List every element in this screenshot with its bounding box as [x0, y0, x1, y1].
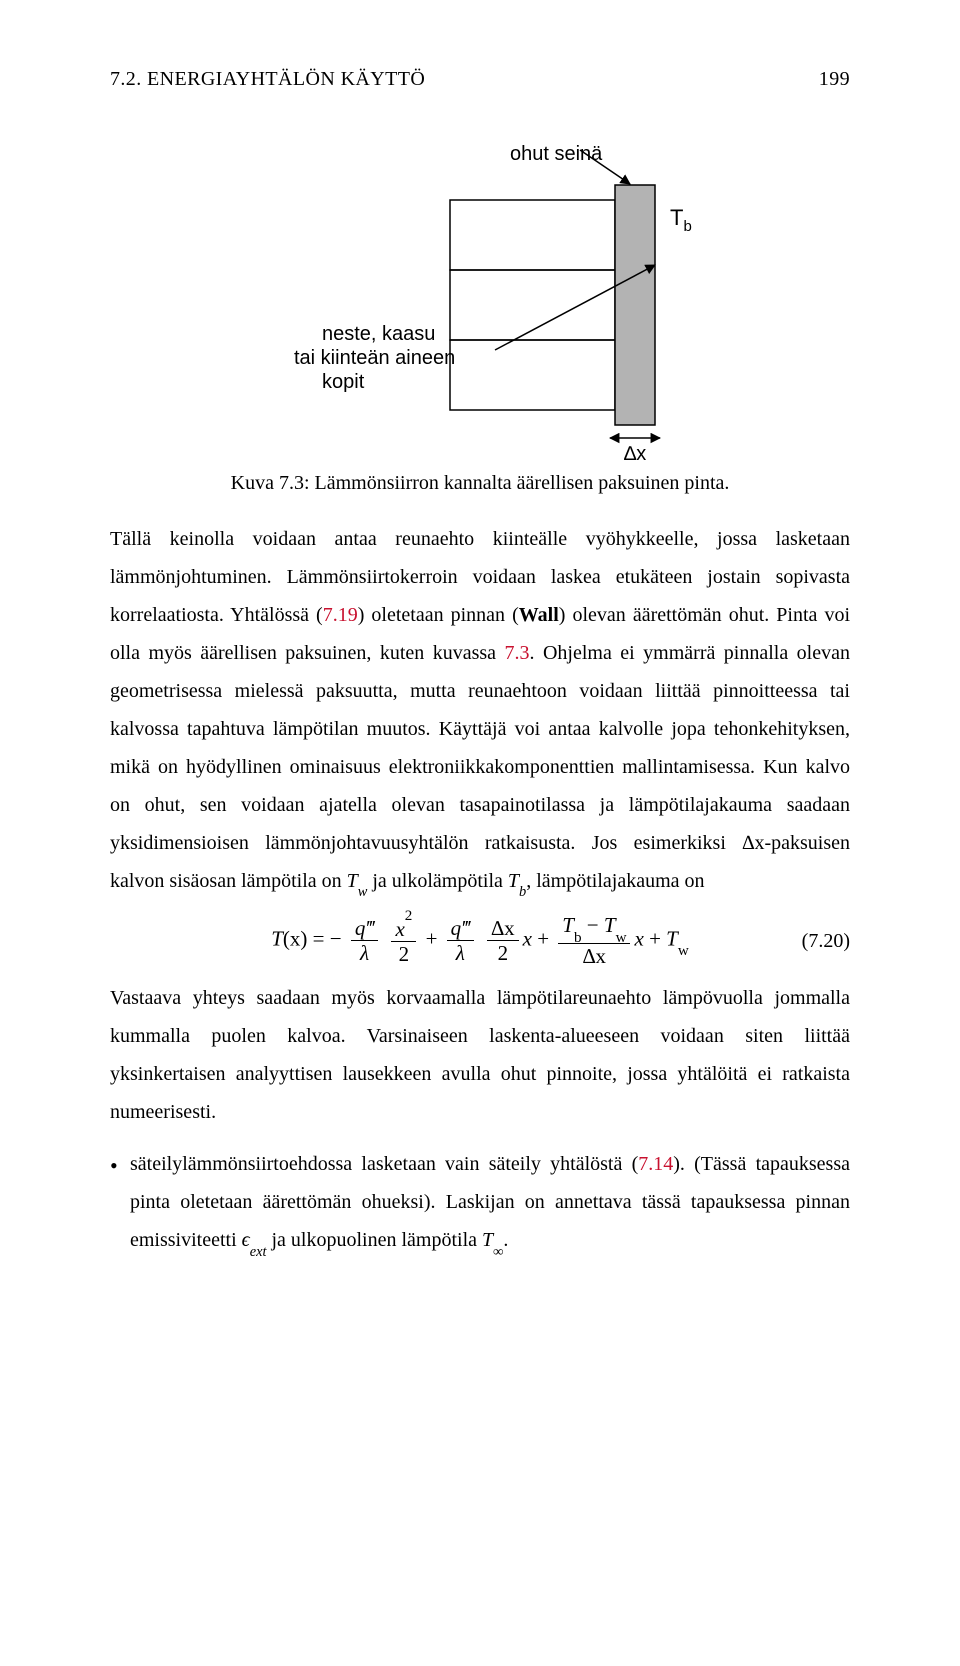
equation-body: T(x) = − q‴ λ x2 2 + q‴ λ ∆x 2 x + — [271, 914, 689, 967]
bullet-d: . — [503, 1229, 508, 1251]
fig-arrow-top — [580, 150, 630, 184]
equation-7-20: T(x) = − q‴ λ x2 2 + q‴ λ ∆x 2 x + — [110, 914, 850, 967]
ref-fig-7-3: 7.3 — [505, 642, 530, 664]
running-head: 7.2. ENERGIAYHTÄLÖN KÄYTTÖ 199 — [110, 60, 850, 98]
paragraph-2: Vastaava yhteys saadaan myös korvaamalla… — [110, 979, 850, 1131]
bullet-marker: • — [110, 1145, 130, 1261]
fig-label-left3: kopit — [322, 371, 365, 393]
p1b: ) oletetaan pinnan ( — [358, 604, 519, 626]
paragraph-1: Tällä keinolla voidaan antaa reunaehto k… — [110, 520, 850, 902]
p1f: , lämpötilajakauma on — [526, 870, 704, 892]
sym-tinf: T∞ — [482, 1229, 503, 1251]
sym-tw: Tw — [347, 870, 368, 892]
ref-7-14: 7.14 — [638, 1153, 673, 1175]
fig-wall — [615, 185, 655, 425]
bullet-block: • säteilylämmönsiirtoehdossa lasketaan v… — [110, 1145, 850, 1261]
p1e: ja ulkolämpötila — [367, 870, 508, 892]
bullet-a: säteilylämmönsiirtoehdossa lasketaan vai… — [130, 1153, 638, 1175]
fig-label-dx: ∆x — [624, 443, 646, 460]
wall-bold: Wall — [519, 604, 559, 626]
figure-caption: Kuva 7.3: Lämmönsiirron kannalta äärelli… — [110, 464, 850, 502]
ref-7-19: 7.19 — [323, 604, 358, 626]
sym-tb: Tb — [508, 870, 526, 892]
fig-grid — [450, 200, 615, 410]
bullet-c: ja ulkopuolinen lämpötila — [267, 1229, 483, 1251]
fig-label-left2: tai kiinteän aineen — [294, 347, 455, 369]
p1d: . Ohjelma ei ymmärrä pinnalla olevan geo… — [110, 642, 850, 892]
running-head-left: 7.2. ENERGIAYHTÄLÖN KÄYTTÖ — [110, 60, 425, 98]
sym-eps: ϵext — [242, 1229, 267, 1251]
fig-label-left1: neste, kaasu — [322, 323, 435, 345]
equation-number: (7.20) — [802, 922, 850, 960]
body-text: Tällä keinolla voidaan antaa reunaehto k… — [110, 520, 850, 902]
paragraph-2-wrap: Vastaava yhteys saadaan myös korvaamalla… — [110, 979, 850, 1131]
figure: ohut seinä Tb neste, kaasu tai kiinteän … — [110, 120, 850, 502]
bullet-text: säteilylämmönsiirtoehdossa lasketaan vai… — [130, 1145, 850, 1261]
figure-diagram: ohut seinä Tb neste, kaasu tai kiinteän … — [260, 120, 700, 460]
page: 7.2. ENERGIAYHTÄLÖN KÄYTTÖ 199 ohut sein… — [0, 0, 960, 1666]
fig-label-top: ohut seinä — [510, 143, 603, 165]
fig-label-tb: Tb — [670, 205, 692, 235]
running-head-page: 199 — [819, 60, 850, 98]
